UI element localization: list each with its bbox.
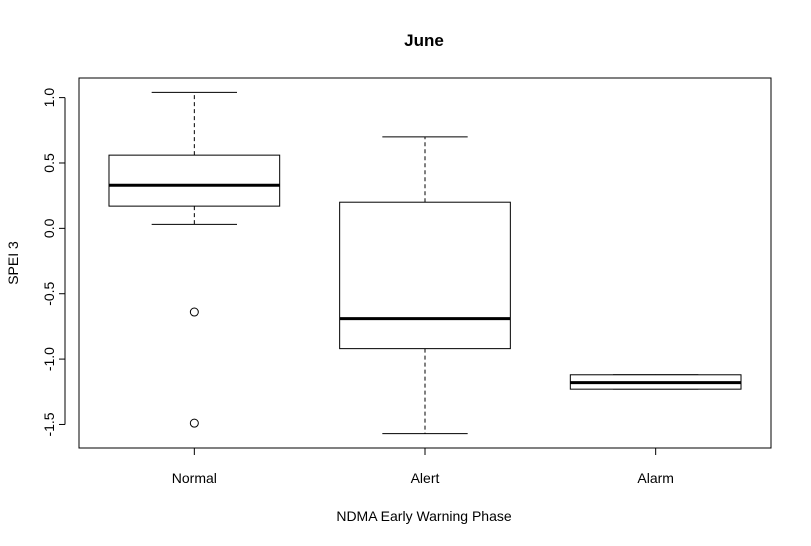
y-tick-label: 0.0 <box>41 218 57 238</box>
x-tick-label: Normal <box>172 470 217 486</box>
iqr-box <box>339 201 511 350</box>
chart-title: June <box>404 31 444 50</box>
x-axis-label: NDMA Early Warning Phase <box>336 508 512 524</box>
box-alert <box>339 136 511 435</box>
y-tick-label: 1.0 <box>41 88 57 108</box>
outlier-point <box>189 307 199 317</box>
y-tick-label: -0.5 <box>41 281 57 305</box>
box-normal <box>108 91 281 428</box>
y-tick-label: -1.5 <box>41 412 57 436</box>
y-tick-label: -1.0 <box>41 347 57 371</box>
boxes-group <box>108 91 742 435</box>
box-alarm <box>569 374 742 390</box>
y-tick-label: 0.5 <box>41 153 57 173</box>
outlier-point <box>189 418 199 428</box>
iqr-box <box>108 154 281 207</box>
y-axis: 1.0 0.5 0.0 -0.5 -1.0 -1.5 <box>41 88 66 437</box>
x-tick-label: Alarm <box>637 470 674 486</box>
x-tick-label: Alert <box>411 470 440 486</box>
x-axis: Normal Alert Alarm <box>172 447 674 486</box>
y-axis-label: SPEI 3 <box>5 241 21 285</box>
